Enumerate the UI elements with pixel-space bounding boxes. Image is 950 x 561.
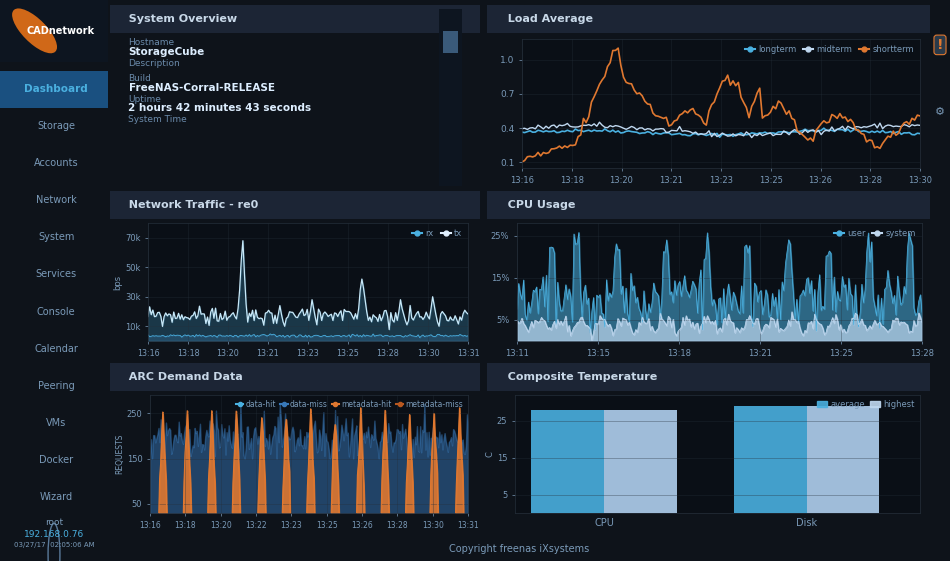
Y-axis label: REQUESTS: REQUESTS	[115, 434, 124, 474]
Text: FreeNAS-Corral-RELEASE: FreeNAS-Corral-RELEASE	[128, 82, 275, 93]
Text: Calendar: Calendar	[34, 344, 78, 354]
Text: Network: Network	[36, 195, 77, 205]
Text: Build: Build	[128, 74, 151, 83]
Text: ⚙: ⚙	[935, 107, 945, 117]
Text: 192.168.0.76: 192.168.0.76	[24, 530, 85, 539]
Bar	[531, 410, 604, 513]
Text: Network Traffic - re0: Network Traffic - re0	[121, 200, 258, 210]
Text: Composite Temperature: Composite Temperature	[501, 372, 657, 382]
Text: Copyright freenas iXsystems: Copyright freenas iXsystems	[448, 544, 589, 554]
Text: 03/27/17  02:05:06 AM: 03/27/17 02:05:06 AM	[13, 542, 94, 548]
FancyBboxPatch shape	[487, 5, 930, 33]
FancyBboxPatch shape	[487, 191, 930, 219]
Text: 2 hours 42 minutes 43 seconds: 2 hours 42 minutes 43 seconds	[128, 103, 312, 113]
FancyBboxPatch shape	[110, 191, 480, 219]
Text: System: System	[38, 232, 74, 242]
Text: CPU Usage: CPU Usage	[501, 200, 576, 210]
FancyBboxPatch shape	[110, 363, 480, 391]
FancyBboxPatch shape	[110, 5, 480, 33]
Text: System Time: System Time	[128, 115, 187, 124]
Legend: data-hit, data-miss, metadata-hit, metadata-miss: data-hit, data-miss, metadata-hit, metad…	[233, 397, 466, 412]
Text: !: !	[937, 38, 943, 52]
FancyBboxPatch shape	[0, 0, 108, 62]
Legend: average, highest: average, highest	[814, 397, 919, 412]
Bar	[807, 406, 880, 513]
Text: Peering: Peering	[38, 381, 74, 391]
FancyBboxPatch shape	[0, 71, 108, 108]
Bar	[733, 406, 807, 513]
Ellipse shape	[12, 8, 57, 53]
Text: Accounts: Accounts	[34, 158, 79, 168]
Text: Uptime: Uptime	[128, 95, 162, 104]
Legend: user, system: user, system	[830, 226, 920, 241]
Text: Hostname: Hostname	[128, 38, 175, 47]
Text: root: root	[45, 518, 63, 527]
Text: ARC Demand Data: ARC Demand Data	[121, 372, 243, 382]
Text: Wizard: Wizard	[40, 492, 73, 502]
Y-axis label: C: C	[485, 451, 494, 457]
Bar	[604, 410, 677, 513]
Text: Console: Console	[37, 307, 75, 317]
Text: Storage: Storage	[37, 121, 75, 131]
Text: Dashboard: Dashboard	[25, 84, 88, 94]
Text: Docker: Docker	[39, 455, 73, 465]
Text: Description: Description	[128, 59, 180, 68]
FancyBboxPatch shape	[487, 363, 930, 391]
Legend: longterm, midterm, shortterm: longterm, midterm, shortterm	[742, 42, 918, 57]
Text: VMs: VMs	[46, 418, 66, 428]
Y-axis label: bps: bps	[113, 274, 123, 289]
Text: CADnetwork: CADnetwork	[27, 26, 95, 36]
Text: Load Average: Load Average	[501, 14, 594, 24]
FancyBboxPatch shape	[439, 9, 462, 186]
FancyBboxPatch shape	[443, 31, 458, 53]
Text: Services: Services	[35, 269, 77, 279]
Text: System Overview: System Overview	[121, 14, 238, 24]
Text: StorageCube: StorageCube	[128, 47, 205, 57]
Legend: rx, tx: rx, tx	[409, 226, 466, 241]
